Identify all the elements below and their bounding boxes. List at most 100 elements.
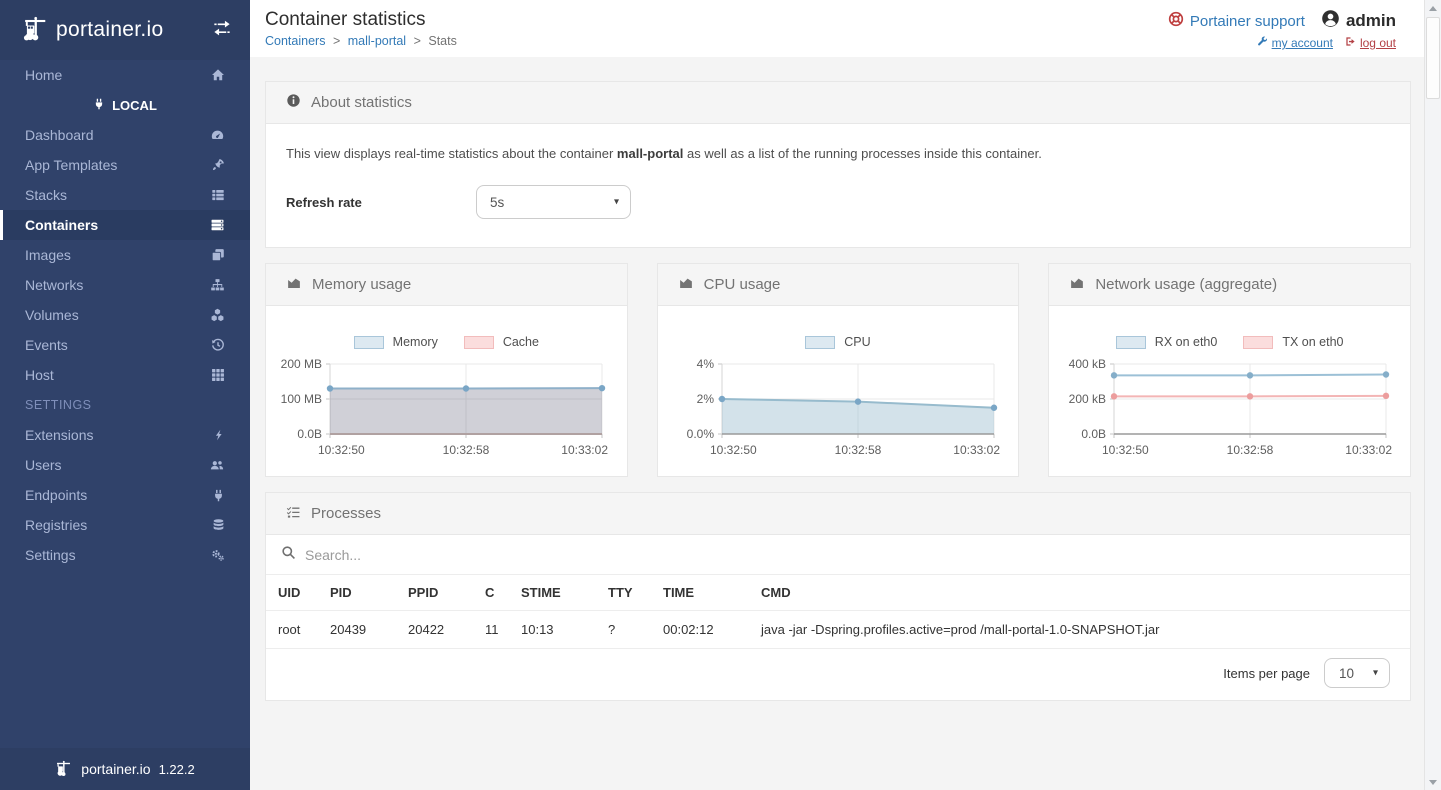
portainer-support-link[interactable]: Portainer support — [1168, 11, 1305, 31]
scroll-down-arrow[interactable] — [1425, 774, 1441, 790]
my-account-link[interactable]: my account — [1257, 36, 1333, 50]
topbar: Container statistics Containers > mall-p… — [250, 0, 1441, 57]
sidebar-item-home[interactable]: Home — [0, 60, 250, 90]
table-cell: 10:13 — [513, 611, 600, 649]
sidebar-item-endpoints[interactable]: Endpoints — [0, 480, 250, 510]
legend-item: TX on eth0 — [1243, 334, 1343, 350]
endpoint-label: LOCAL — [112, 98, 157, 113]
column-header-stime: STIME — [513, 575, 600, 611]
log-out-label: log out — [1360, 36, 1396, 50]
processes-table-body: root20439204221110:13?00:02:12java -jar … — [266, 611, 1410, 649]
user-circle-icon — [1321, 9, 1340, 33]
cubes-icon — [210, 308, 225, 322]
column-header-time: TIME — [655, 575, 753, 611]
sidebar-item-events[interactable]: Events — [0, 330, 250, 360]
sidebar-item-label: Dashboard — [25, 127, 94, 143]
legend-item: Cache — [464, 334, 539, 350]
svg-text:10:32:58: 10:32:58 — [1226, 443, 1273, 457]
breadcrumb-separator: > — [414, 34, 421, 48]
items-per-page-value: 10 — [1339, 666, 1354, 681]
sidebar-item-containers[interactable]: Containers — [0, 210, 250, 240]
sidebar-item-images[interactable]: Images — [0, 240, 250, 270]
table-row: root20439204221110:13?00:02:12java -jar … — [266, 611, 1410, 649]
search-icon — [281, 545, 296, 565]
svg-text:10:33:02: 10:33:02 — [1345, 443, 1392, 457]
sidebar-item-label: Endpoints — [25, 487, 87, 503]
items-per-page-select[interactable]: 10 ▾ — [1324, 658, 1390, 688]
version-number: 1.22.2 — [159, 762, 195, 777]
user-menu[interactable]: admin — [1321, 9, 1396, 33]
history-icon — [211, 338, 225, 352]
sidebar-item-label: Home — [25, 67, 62, 83]
sidebar-item-registries[interactable]: Registries — [0, 510, 250, 540]
svg-text:10:32:50: 10:32:50 — [1102, 443, 1149, 457]
svg-text:200 kB: 200 kB — [1068, 392, 1105, 406]
network-usage-panel: Network usage (aggregate) RX on eth0TX o… — [1048, 263, 1411, 477]
memory-usage-panel: Memory usage MemoryCache 200 MB100 MB0.0… — [265, 263, 628, 477]
svg-text:10:32:58: 10:32:58 — [443, 443, 490, 457]
portainer-logo-icon — [22, 14, 50, 47]
scrollbar-thumb[interactable] — [1426, 17, 1440, 99]
sidebar-item-label: Settings — [25, 547, 76, 563]
refresh-rate-value: 5s — [490, 195, 504, 210]
refresh-rate-select[interactable]: 5s ▾ — [476, 185, 631, 219]
sitemap-icon — [210, 278, 225, 292]
breadcrumb-container-link[interactable]: mall-portal — [348, 34, 406, 48]
column-header-cmd: CMD — [753, 575, 1410, 611]
sidebar-item-label: Users — [25, 457, 62, 473]
breadcrumb-containers-link[interactable]: Containers — [265, 34, 325, 48]
about-panel-body: This view displays real-time statistics … — [266, 124, 1410, 247]
portainer-logo-icon — [55, 759, 73, 780]
container-name: mall-portal — [617, 146, 683, 161]
svg-text:10:32:50: 10:32:50 — [710, 443, 757, 457]
svg-text:10:32:58: 10:32:58 — [835, 443, 882, 457]
sidebar-logo[interactable]: portainer.io — [0, 0, 250, 60]
processes-panel: Processes UID PID PPID C STIME TTY TIME — [265, 492, 1411, 701]
sidebar-item-stacks[interactable]: Stacks — [0, 180, 250, 210]
sidebar-item-networks[interactable]: Networks — [0, 270, 250, 300]
chart-canvas: 4%2%0.0%10:32:5010:32:5810:33:02 — [672, 354, 1004, 462]
chart-legend: RX on eth0TX on eth0 — [1063, 334, 1396, 350]
caret-down-icon: ▾ — [1373, 667, 1378, 678]
rocket-icon — [211, 158, 225, 172]
sidebar-item-host[interactable]: Host — [0, 360, 250, 390]
plug-icon — [212, 489, 225, 502]
sidebar-item-settings[interactable]: Settings — [0, 540, 250, 570]
sidebar-item-dashboard[interactable]: Dashboard — [0, 120, 250, 150]
svg-text:0.0B: 0.0B — [1081, 427, 1106, 441]
about-panel-title: About statistics — [311, 94, 412, 111]
cpu-usage-chart: CPU 4%2%0.0%10:32:5010:32:5810:33:02 — [658, 306, 1019, 476]
search-input[interactable] — [305, 547, 1395, 563]
vertical-scrollbar[interactable] — [1424, 0, 1441, 790]
page-header: Container statistics Containers > mall-p… — [265, 9, 457, 57]
table-cell: 20439 — [322, 611, 400, 649]
sidebar: portainer.io Home LOCAL Dashboard App Te… — [0, 0, 250, 790]
sidebar-item-app-templates[interactable]: App Templates — [0, 150, 250, 180]
legend-swatch — [805, 336, 835, 349]
sidebar-item-label: Registries — [25, 517, 87, 533]
processes-table-head: UID PID PPID C STIME TTY TIME CMD — [266, 575, 1410, 611]
scroll-up-arrow[interactable] — [1425, 0, 1441, 16]
column-header-ppid: PPID — [400, 575, 477, 611]
sidebar-item-volumes[interactable]: Volumes — [0, 300, 250, 330]
svg-text:0.0B: 0.0B — [298, 427, 323, 441]
breadcrumb: Containers > mall-portal > Stats — [265, 34, 457, 48]
refresh-rate-label: Refresh rate — [286, 195, 476, 210]
network-usage-chart: RX on eth0TX on eth0 400 kB200 kB0.0B10:… — [1049, 306, 1410, 476]
chart-legend: CPU — [672, 334, 1005, 350]
log-out-link[interactable]: log out — [1345, 36, 1396, 50]
table-cell: 11 — [477, 611, 513, 649]
sidebar-item-users[interactable]: Users — [0, 450, 250, 480]
clone-icon — [211, 248, 225, 262]
table-cell: 00:02:12 — [655, 611, 753, 649]
sidebar-item-extensions[interactable]: Extensions — [0, 420, 250, 450]
sidebar-item-label: Host — [25, 367, 54, 383]
svg-text:0.0%: 0.0% — [687, 427, 715, 441]
table-cell: root — [266, 611, 322, 649]
database-icon — [212, 518, 225, 532]
legend-swatch — [354, 336, 384, 349]
sidebar-collapse-icon[interactable] — [212, 19, 232, 42]
svg-text:4%: 4% — [697, 357, 715, 371]
column-header-uid: UID — [266, 575, 322, 611]
endpoint-local[interactable]: LOCAL — [0, 90, 250, 120]
